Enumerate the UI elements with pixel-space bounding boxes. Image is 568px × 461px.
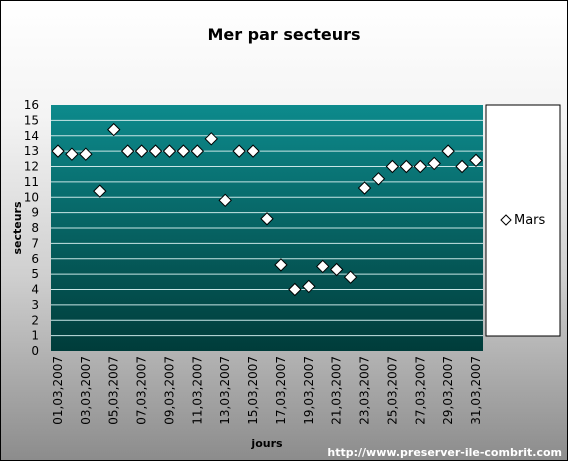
x-tick-label: 23,03,2007 bbox=[358, 356, 372, 425]
y-tick-label: 15 bbox=[24, 113, 39, 127]
y-tick-label: 5 bbox=[31, 267, 39, 281]
data-point bbox=[455, 159, 469, 174]
data-point bbox=[343, 270, 358, 284]
y-tick-label: 11 bbox=[24, 175, 39, 189]
data-point bbox=[441, 144, 455, 158]
x-tick-label: 13,03,2007 bbox=[218, 356, 232, 425]
y-axis-label: secteurs bbox=[11, 201, 24, 255]
x-tick-label: 21,03,2007 bbox=[330, 356, 344, 425]
x-tick-label: 11,03,2007 bbox=[190, 356, 204, 425]
data-point bbox=[246, 144, 260, 158]
x-axis-label: jours bbox=[250, 437, 283, 450]
legend-box bbox=[485, 104, 561, 337]
x-tick-label: 05,03,2007 bbox=[107, 356, 121, 425]
data-point bbox=[427, 156, 441, 171]
data-point bbox=[385, 159, 400, 174]
data-point bbox=[190, 144, 205, 158]
y-tick-label: 12 bbox=[24, 160, 39, 174]
x-tick-label: 29,03,2007 bbox=[441, 356, 455, 425]
data-point bbox=[218, 193, 232, 208]
y-tick-label: 6 bbox=[31, 252, 39, 266]
data-point bbox=[51, 144, 65, 158]
data-point bbox=[148, 144, 163, 158]
y-tick-label: 10 bbox=[24, 190, 39, 204]
legend-marker-mars bbox=[500, 214, 512, 226]
y-tick-label: 14 bbox=[24, 129, 39, 143]
x-tick-label: 27,03,2007 bbox=[413, 356, 427, 425]
gridlines bbox=[51, 119, 483, 337]
data-point bbox=[107, 122, 121, 137]
data-point bbox=[288, 282, 302, 297]
data-point bbox=[302, 279, 316, 294]
data-point bbox=[274, 258, 288, 272]
y-tick-label: 3 bbox=[31, 298, 39, 312]
data-point bbox=[316, 259, 330, 274]
chart-title: Mer par secteurs bbox=[207, 25, 360, 44]
data-point bbox=[469, 153, 483, 168]
y-tick-label: 0 bbox=[31, 344, 39, 358]
y-tick-label: 4 bbox=[31, 283, 39, 297]
legend-label-mars: Mars bbox=[514, 213, 546, 228]
data-point bbox=[65, 147, 79, 161]
x-tick-label: 03,03,2007 bbox=[79, 356, 93, 425]
data-point bbox=[260, 212, 274, 226]
data-point bbox=[120, 144, 135, 158]
x-axis-ticks: 01,03,2007 03,03,2007 05,03,2007 07,03,2007… bbox=[51, 356, 483, 425]
data-point bbox=[232, 144, 246, 158]
data-point bbox=[134, 144, 149, 158]
y-tick-label: 13 bbox=[24, 144, 39, 158]
data-point bbox=[413, 159, 427, 174]
x-tick-label: 15,03,2007 bbox=[246, 356, 260, 425]
data-point bbox=[176, 144, 191, 158]
x-tick-label: 09,03,2007 bbox=[162, 356, 176, 425]
y-tick-label: 7 bbox=[31, 236, 39, 250]
y-tick-label: 8 bbox=[31, 221, 39, 235]
footer-url[interactable]: http://www.preserver-ile-combrit.com bbox=[327, 446, 562, 459]
x-tick-label: 25,03,2007 bbox=[385, 356, 399, 425]
x-tick-label: 19,03,2007 bbox=[302, 356, 316, 425]
x-tick-label: 07,03,2007 bbox=[135, 356, 149, 425]
y-tick-label: 1 bbox=[31, 329, 39, 343]
data-point bbox=[357, 181, 372, 195]
data-point bbox=[399, 159, 414, 174]
data-point bbox=[204, 132, 218, 146]
x-tick-label: 01,03,2007 bbox=[51, 356, 65, 425]
data-point bbox=[329, 262, 344, 277]
y-tick-label: 2 bbox=[31, 313, 39, 327]
data-point bbox=[371, 172, 386, 186]
x-tick-label: 31,03,2007 bbox=[469, 356, 483, 425]
y-tick-label: 9 bbox=[31, 206, 39, 220]
data-point bbox=[79, 147, 93, 161]
data-points bbox=[51, 122, 483, 297]
legend: Mars bbox=[485, 104, 561, 337]
y-tick-label: 16 bbox=[24, 98, 39, 112]
data-point bbox=[162, 144, 177, 158]
x-tick-label: 17,03,2007 bbox=[274, 356, 288, 425]
data-point bbox=[93, 184, 107, 198]
